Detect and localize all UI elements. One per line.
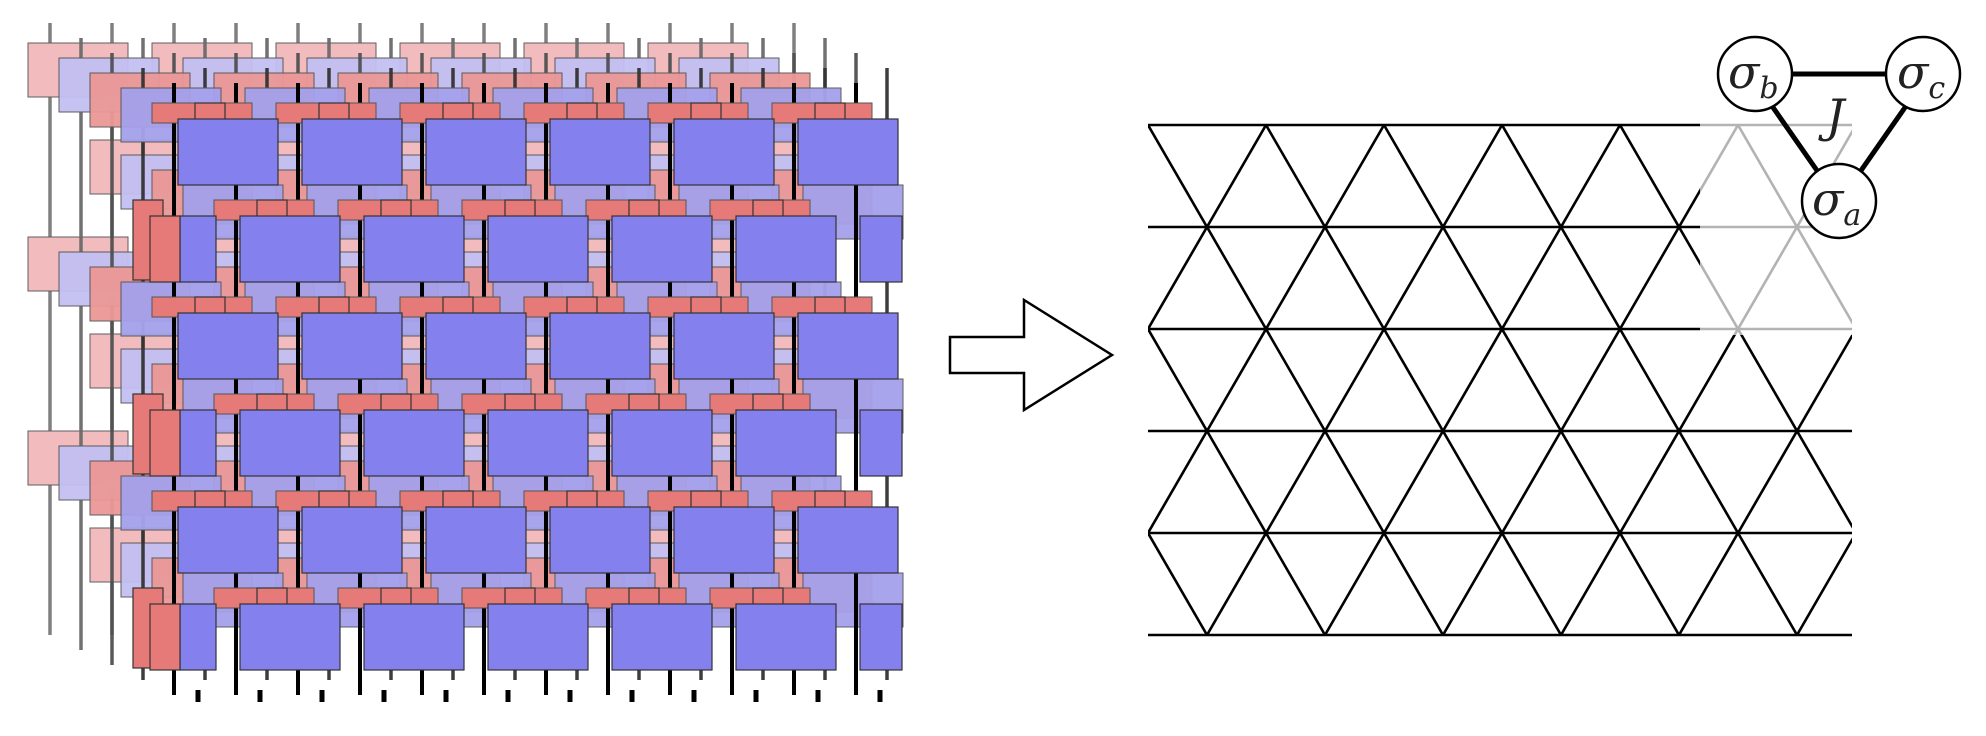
lattice-diagonal — [1323, 125, 1622, 635]
blue-tensor — [239, 603, 341, 671]
lattice-diagonal — [1148, 125, 1386, 536]
node-sigma-c: σc — [1884, 35, 1962, 113]
lattice-diagonal — [1382, 125, 1681, 635]
blue-tensor — [425, 506, 527, 574]
lattice-diagonal — [1795, 537, 1852, 635]
blue-tensor — [797, 118, 899, 186]
lattice-diagonal — [1148, 530, 1209, 635]
svg-text:σa: σa — [1812, 172, 1861, 233]
blue-tensor — [797, 312, 899, 380]
lattice-diagonal — [1148, 125, 1268, 332]
red-tensor — [149, 603, 181, 671]
lattice-diagonal — [1677, 333, 1852, 635]
blue-tensor — [859, 409, 903, 477]
blue-tensor — [425, 118, 527, 186]
lattice-diagonal — [1148, 326, 1327, 635]
triangular-lattice — [1148, 100, 1986, 637]
node-sigma-a: σa — [1800, 162, 1878, 240]
svg-text:σb: σb — [1728, 45, 1779, 106]
blue-tensor — [735, 603, 837, 671]
blue-tensor — [673, 118, 775, 186]
blue-tensor — [611, 409, 713, 477]
blue-tensor — [239, 409, 341, 477]
red-tensor — [149, 215, 181, 283]
blue-tensor — [177, 506, 279, 574]
svg-text:σc: σc — [1897, 45, 1945, 106]
blue-tensor — [179, 215, 217, 283]
right-arrow — [948, 297, 1115, 413]
blue-tensor — [859, 603, 903, 671]
red-tensor — [149, 409, 181, 477]
blue-tensor — [859, 215, 903, 283]
lattice-diagonal — [1264, 125, 1563, 635]
lattice-diagonal — [1618, 125, 1852, 529]
blue-tensor — [363, 603, 465, 671]
tensor-network-stack — [27, 23, 904, 702]
lattice-diagonal — [1915, 125, 1986, 635]
blue-tensor — [301, 312, 403, 380]
blue-tensor — [301, 506, 403, 574]
blue-tensor — [611, 215, 713, 283]
lattice-diagonal — [1205, 125, 1504, 635]
blue-tensor — [673, 312, 775, 380]
blue-tensor — [301, 118, 403, 186]
lattice-diagonals — [1148, 125, 1986, 635]
blue-tensor — [487, 409, 589, 477]
blue-tensor — [735, 215, 837, 283]
blue-tensor — [673, 506, 775, 574]
blue-tensor — [177, 312, 279, 380]
lattice-diagonal — [1500, 125, 1799, 635]
blue-tensor — [549, 118, 651, 186]
blue-tensor — [549, 506, 651, 574]
blue-tensor — [487, 603, 589, 671]
lattice-diagonal — [1441, 125, 1740, 635]
inset-bond-ca — [1857, 104, 1909, 174]
blue-tensor — [797, 506, 899, 574]
blue-tensor — [179, 603, 217, 671]
blue-tensor — [425, 312, 527, 380]
blue-tensor — [239, 215, 341, 283]
blue-tensor — [177, 118, 279, 186]
lattice-diagonal — [1148, 125, 1445, 635]
blue-tensor — [549, 312, 651, 380]
front-layer-tensors — [132, 102, 903, 702]
blue-tensor — [363, 409, 465, 477]
lattice-diagonal — [1974, 125, 1986, 635]
blue-tensor — [487, 215, 589, 283]
inset-bond-ba — [1769, 104, 1821, 174]
blue-tensor — [735, 409, 837, 477]
node-sigma-b: σb — [1716, 35, 1794, 113]
blue-tensor — [611, 603, 713, 671]
blue-tensor — [363, 215, 465, 283]
blue-tensor — [179, 409, 217, 477]
